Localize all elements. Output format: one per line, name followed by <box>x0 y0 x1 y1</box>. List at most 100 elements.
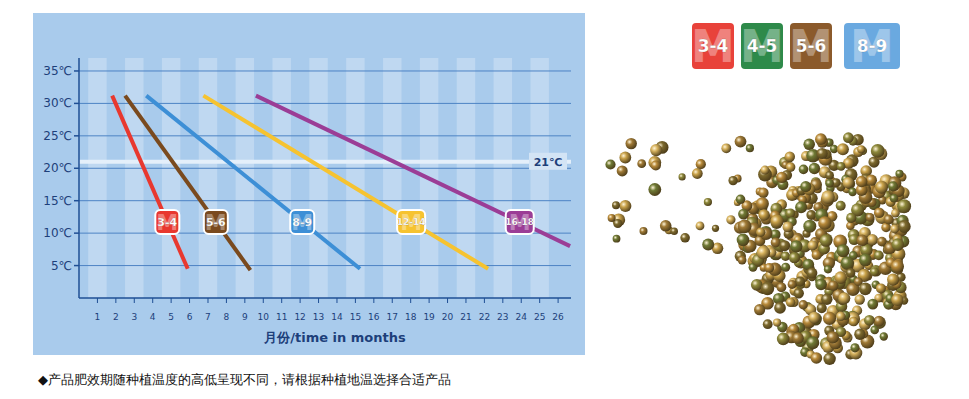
badge: M12-14 <box>397 210 426 235</box>
x-tick <box>318 298 319 303</box>
badge-label: 5-6 <box>206 216 226 229</box>
badge-label: 8-9 <box>857 36 888 56</box>
granule <box>788 280 797 289</box>
x-tick-label: 24 <box>516 312 528 322</box>
granule <box>815 133 827 145</box>
granule <box>859 282 872 295</box>
granule <box>764 263 774 273</box>
granule <box>836 312 846 322</box>
granule <box>870 326 879 335</box>
badge: M3-4 <box>155 210 179 235</box>
granule <box>871 144 885 158</box>
x-tick-label: 7 <box>205 312 211 322</box>
x-tick <box>263 298 264 303</box>
y-tick-label: 30℃ <box>43 96 72 110</box>
badge-letter: M <box>156 210 178 235</box>
granule <box>820 234 833 247</box>
x-tick <box>410 298 411 303</box>
granule <box>670 228 678 236</box>
grid-line <box>79 233 571 234</box>
granule <box>771 238 781 248</box>
granule <box>854 329 865 340</box>
badge-letter: M <box>205 210 227 235</box>
x-tick <box>300 298 301 303</box>
granule <box>866 213 875 222</box>
column-stripe <box>272 58 290 298</box>
badge-box <box>155 210 179 234</box>
granule <box>737 234 750 247</box>
x-tick <box>281 298 282 303</box>
x-tick-label: 18 <box>405 312 417 322</box>
granule <box>815 279 827 291</box>
granule <box>867 299 878 310</box>
granule <box>712 225 719 232</box>
granule <box>824 265 832 273</box>
x-tick <box>244 298 245 303</box>
x-tick-label: 19 <box>423 312 435 322</box>
badge: M8-9 <box>290 210 314 235</box>
granule <box>870 267 879 276</box>
granule <box>837 143 849 155</box>
granule <box>728 176 737 185</box>
granule <box>651 160 661 170</box>
x-tick-label: 9 <box>242 312 248 322</box>
x-tick-label: 3 <box>131 312 137 322</box>
granule <box>827 331 839 343</box>
x-tick <box>226 298 227 303</box>
granule <box>605 159 615 169</box>
chart-background <box>33 13 585 355</box>
granule <box>660 220 672 232</box>
x-tick <box>207 298 208 303</box>
y-axis <box>78 58 80 298</box>
badge-letter: M <box>291 210 313 235</box>
granule <box>756 197 769 210</box>
granule <box>779 240 790 251</box>
granule <box>806 210 816 220</box>
reference-line <box>79 160 571 164</box>
granule <box>821 294 832 305</box>
x-tick-label: 21 <box>460 312 471 322</box>
x-tick <box>97 298 98 303</box>
granule <box>841 256 855 270</box>
granule <box>843 177 854 188</box>
badge: M5-6 <box>789 21 833 72</box>
granule <box>757 246 771 260</box>
granule <box>898 220 911 233</box>
y-tick-label: 25℃ <box>43 129 72 143</box>
granule <box>754 304 765 315</box>
granule <box>838 292 850 304</box>
granule <box>850 343 859 352</box>
granule <box>809 163 820 174</box>
granule <box>738 220 752 234</box>
granule <box>680 233 690 243</box>
granule <box>857 235 869 247</box>
granule <box>760 166 769 175</box>
badge-label: 3-4 <box>157 216 177 229</box>
badge-letter: M <box>789 21 833 72</box>
granule <box>696 222 705 231</box>
granule <box>785 152 795 162</box>
badge-box <box>204 210 228 234</box>
granule <box>800 181 811 192</box>
granule <box>843 132 854 143</box>
granule <box>786 162 796 172</box>
granule <box>890 194 899 203</box>
granule <box>789 252 800 263</box>
badge-label: 3-4 <box>698 36 729 56</box>
y-tick-label: 35℃ <box>43 64 72 78</box>
x-tick-label: 10 <box>258 312 270 322</box>
granule <box>648 183 661 196</box>
granule <box>846 268 856 278</box>
column-stripe <box>457 58 475 298</box>
granules <box>605 132 911 365</box>
badge-box <box>506 210 534 234</box>
grid-line <box>79 265 571 266</box>
granule <box>792 332 804 344</box>
x-tick-label: 20 <box>442 312 454 322</box>
x-tick <box>558 298 559 303</box>
badge-label: 5-6 <box>796 36 827 56</box>
granule <box>777 333 790 346</box>
granule <box>859 254 872 267</box>
y-tick-label: 10℃ <box>43 226 72 240</box>
x-tick <box>115 298 116 303</box>
